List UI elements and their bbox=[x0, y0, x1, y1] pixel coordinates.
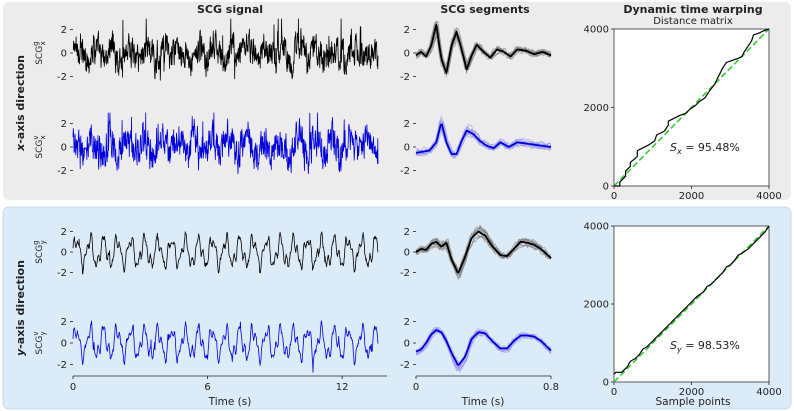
r1v-ylabel-sub: y bbox=[39, 331, 47, 335]
xtick-label: 0 bbox=[70, 382, 76, 393]
r1v-segment-ytick-label: 0 bbox=[404, 339, 410, 350]
r1v-signal-ytick-label: -2 bbox=[57, 360, 67, 371]
r0v-ylabel-sup: v bbox=[32, 136, 40, 140]
r1g-ylabel: SCGgy bbox=[32, 240, 47, 264]
r1g-signal-ytick-label: 0 bbox=[61, 248, 67, 259]
xlabel-segments: Time (s) bbox=[461, 396, 505, 408]
similarity-label-0: Sx = 95.48% bbox=[670, 141, 740, 156]
dtw-warping-path-0 bbox=[614, 28, 770, 187]
dtw-xtick-label: 0 bbox=[611, 191, 617, 202]
xlabel-dtw: Sample points bbox=[656, 396, 731, 408]
similarity-value: = 95.48% bbox=[682, 141, 740, 154]
r1v-segment-ytick-label: -2 bbox=[400, 360, 410, 371]
r0g-signal-ytick-label: 0 bbox=[61, 49, 67, 60]
xtick-label: 0 bbox=[413, 382, 419, 393]
r0v-ylabel-base: SCG bbox=[35, 140, 45, 159]
r0v-ylabel: SCGvx bbox=[32, 135, 47, 158]
r1v-signal-ytick-label: 0 bbox=[61, 339, 67, 350]
r0g-ylabel-base: SCG bbox=[35, 46, 45, 65]
similarity-label-1: Sy = 98.53% bbox=[670, 339, 740, 354]
dtw-ytick-label: 0 bbox=[603, 182, 609, 193]
similarity-symbol: S bbox=[670, 339, 677, 352]
dtw-xtick-label: 2000 bbox=[679, 191, 704, 202]
r1g-signal-ytick-label: -2 bbox=[57, 268, 67, 279]
r0v-signal-ytick-label: 2 bbox=[61, 119, 67, 130]
row-label-y: y-axis direction bbox=[14, 260, 27, 356]
r0g-segment bbox=[415, 21, 552, 75]
r1g-segment-mean bbox=[415, 230, 552, 274]
r0g-segment-ytick-label: 0 bbox=[404, 49, 410, 60]
r1v-ylabel-sup: v bbox=[32, 332, 40, 336]
r0v-signal-ytick-label: -2 bbox=[57, 166, 67, 177]
r0v-signal-trace bbox=[72, 112, 379, 175]
similarity-symbol: S bbox=[670, 141, 677, 154]
r0v-segment-ytick-label: 0 bbox=[404, 143, 410, 154]
r0v-segment-mean bbox=[415, 123, 552, 156]
r0g-segment-ytick-label: 2 bbox=[404, 25, 410, 36]
xtick-label: 6 bbox=[204, 382, 210, 393]
r1g-ylabel-base: SCG bbox=[35, 245, 45, 264]
r0g-segment-ytick-label: -2 bbox=[400, 72, 410, 83]
r1v-signal-ytick-label: 2 bbox=[61, 317, 67, 328]
r1v-signal-trace bbox=[72, 320, 379, 373]
dtw-xtick-label: 4000 bbox=[756, 387, 781, 398]
r1g-segment bbox=[415, 225, 552, 279]
xtick-label: 0.8 bbox=[543, 382, 559, 393]
r0g-signal-ytick-label: -2 bbox=[57, 72, 67, 83]
dtw-warping-path-1 bbox=[613, 225, 770, 375]
similarity-value: = 98.53% bbox=[682, 339, 740, 352]
header-distance-matrix: Distance matrix bbox=[653, 16, 733, 27]
dtw-ytick-label: 4000 bbox=[584, 25, 609, 36]
dtw-xtick-label: 2000 bbox=[679, 387, 704, 398]
r1v-ylabel-base: SCG bbox=[35, 336, 45, 355]
r0v-segment-ytick-label: -2 bbox=[400, 166, 410, 177]
r0g-ylabel-sub: x bbox=[39, 41, 47, 45]
r0v-segment-ytick-label: 2 bbox=[404, 119, 410, 130]
r0g-signal-trace bbox=[72, 18, 379, 81]
r1g-signal-trace bbox=[72, 231, 379, 275]
r1g-segment-ytick-label: -2 bbox=[400, 268, 410, 279]
r0g-signal-ytick-label: 2 bbox=[61, 25, 67, 36]
r0g-ylabel: SCGgx bbox=[32, 41, 47, 65]
similarity-subscript: x bbox=[676, 147, 682, 156]
r1g-segment bbox=[415, 227, 552, 280]
r1g-segment-ytick-label: 2 bbox=[404, 227, 410, 238]
r1v-segment-mean bbox=[415, 329, 552, 366]
r0v-ylabel-sub: x bbox=[39, 135, 47, 139]
panel-y-axis bbox=[2, 206, 792, 410]
row-label-x: x-axis direction bbox=[14, 55, 27, 152]
dtw-xtick-label: 0 bbox=[611, 387, 617, 398]
r0g-ylabel-sup: g bbox=[32, 41, 40, 45]
r1g-segment-ytick-label: 0 bbox=[404, 248, 410, 259]
dtw-ytick-label: 2000 bbox=[584, 300, 609, 311]
r0g-segment-mean bbox=[415, 23, 552, 74]
r1v-ylabel: SCGvy bbox=[32, 331, 47, 354]
r1g-signal-ytick-label: 2 bbox=[61, 227, 67, 238]
r1g-segment bbox=[415, 232, 552, 274]
header-scg-signal: SCG signal bbox=[197, 3, 263, 16]
r0v-signal-ytick-label: 0 bbox=[61, 143, 67, 154]
r1v-segment-ytick-label: 2 bbox=[404, 317, 410, 328]
xlabel-signal: Time (s) bbox=[208, 396, 252, 408]
dtw-ytick-label: 2000 bbox=[584, 103, 609, 114]
xtick-label: 12 bbox=[336, 382, 349, 393]
r1g-ylabel-sub: y bbox=[39, 240, 47, 244]
dtw-ytick-label: 4000 bbox=[584, 222, 609, 233]
r1g-ylabel-sup: g bbox=[32, 240, 40, 244]
similarity-subscript: y bbox=[676, 345, 682, 354]
header-scg-segments: SCG segments bbox=[440, 3, 530, 16]
dtw-xtick-label: 4000 bbox=[756, 191, 781, 202]
dtw-ytick-label: 0 bbox=[603, 378, 609, 389]
header-dtw: Dynamic time warping bbox=[623, 3, 762, 16]
